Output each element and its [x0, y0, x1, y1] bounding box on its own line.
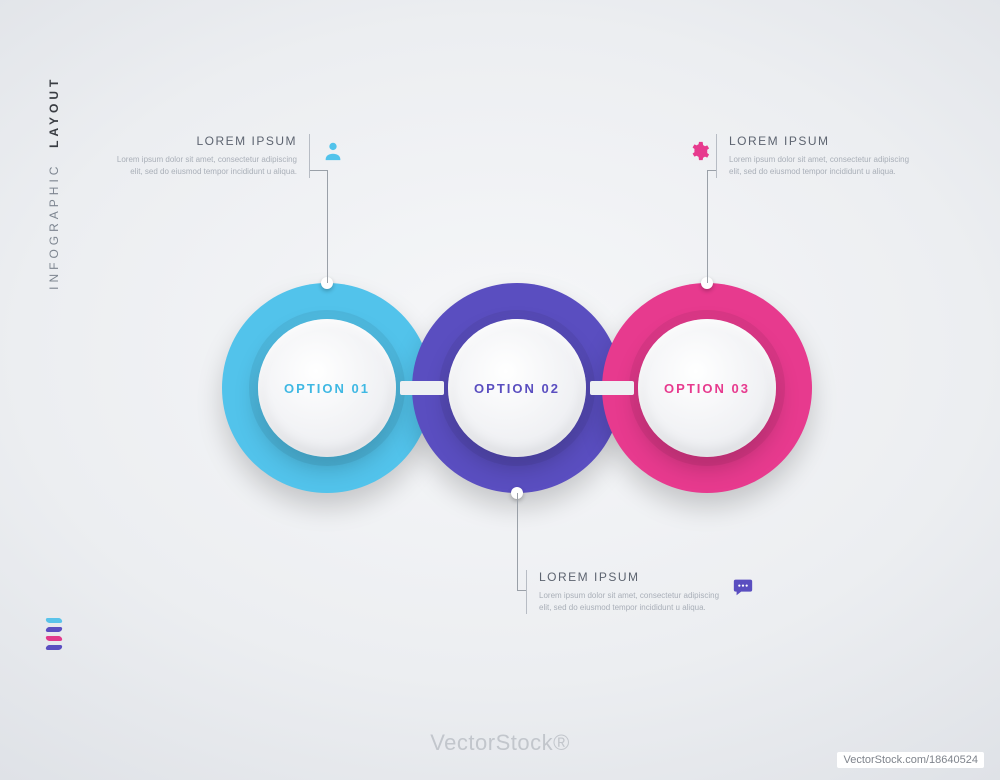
side-title-light: INFOGRAPHIC — [47, 163, 61, 290]
callout-leader — [517, 493, 518, 590]
infographic-stage: INFOGRAPHIC LAYOUT OPTION 01 OPTION 02 OPT… — [0, 0, 1000, 780]
option-disc: OPTION 03 — [638, 319, 776, 457]
callout-body: Lorem ipsum dolor sit amet, consectetur … — [729, 154, 916, 178]
side-title-bold: LAYOUT — [47, 76, 61, 148]
callout-leader — [327, 170, 328, 283]
callout-block: LOREM IPSUM Lorem ipsum dolor sit amet, c… — [716, 134, 916, 178]
image-id-badge: VectorStock.com/18640524 — [837, 752, 984, 768]
connector-gap — [590, 381, 634, 395]
side-title: INFOGRAPHIC LAYOUT — [47, 76, 61, 290]
watermark-text: VectorStock® — [430, 730, 570, 756]
gear-icon — [688, 140, 710, 162]
decorative-squiggle — [46, 618, 62, 654]
option-label: OPTION 03 — [664, 381, 750, 396]
callout-leader — [310, 170, 327, 171]
callout-body: Lorem ipsum dolor sit amet, consectetur … — [539, 590, 726, 614]
callout-leader — [517, 590, 526, 591]
callout-title: LOREM IPSUM — [729, 134, 916, 148]
option-label: OPTION 01 — [284, 381, 370, 396]
callout-body: Lorem ipsum dolor sit amet, consectetur … — [110, 154, 297, 178]
option-disc: OPTION 01 — [258, 319, 396, 457]
squiggle-stroke — [45, 636, 63, 641]
callout-block: LOREM IPSUM Lorem ipsum dolor sit amet, c… — [526, 570, 726, 614]
person-icon — [322, 140, 344, 162]
callout-title: LOREM IPSUM — [110, 134, 297, 148]
callout-title: LOREM IPSUM — [539, 570, 726, 584]
squiggle-stroke — [45, 645, 63, 650]
connector-gap — [400, 381, 444, 395]
squiggle-stroke — [45, 618, 63, 623]
callout-leader — [707, 170, 716, 171]
option-label: OPTION 02 — [474, 381, 560, 396]
callout-block: LOREM IPSUM Lorem ipsum dolor sit amet, c… — [110, 134, 310, 178]
option-disc: OPTION 02 — [448, 319, 586, 457]
callout-leader — [707, 170, 708, 283]
squiggle-stroke — [45, 627, 63, 632]
chat-icon — [732, 576, 754, 598]
